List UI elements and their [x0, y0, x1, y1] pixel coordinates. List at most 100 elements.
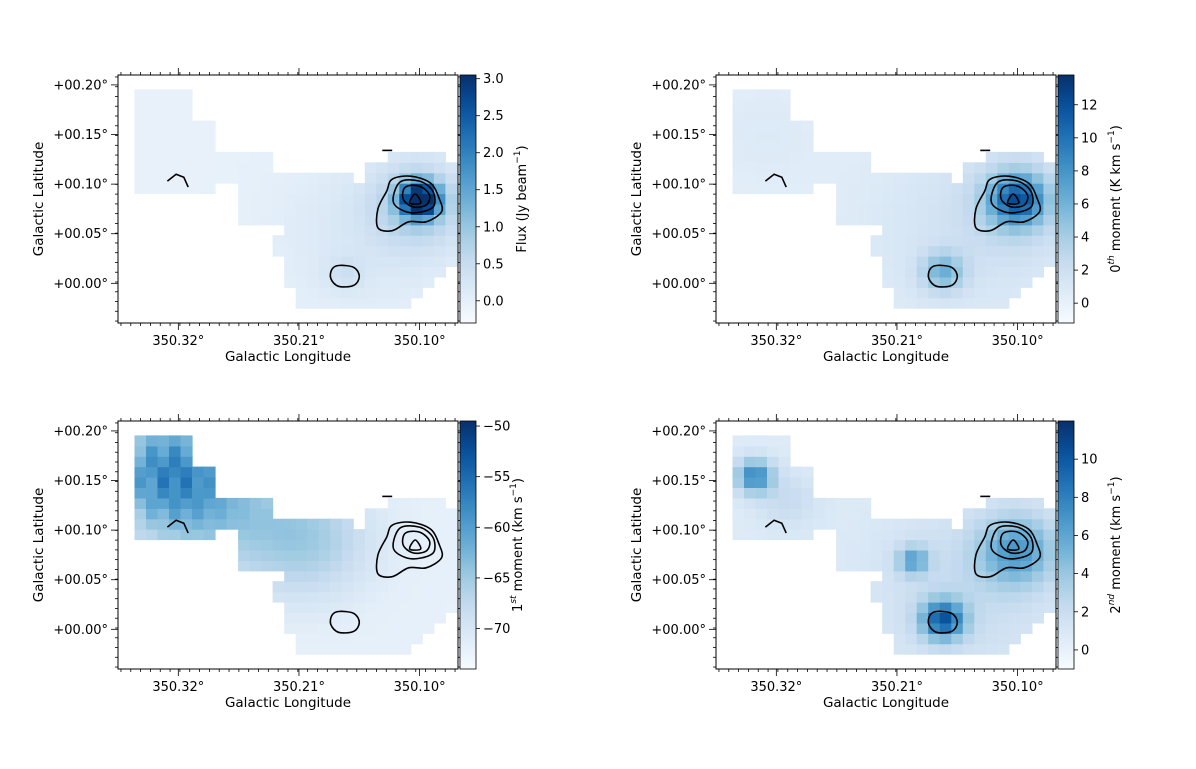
heatmap-cell	[1043, 183, 1056, 195]
heatmap-cell	[985, 622, 998, 634]
y-axis-label: Galactic Latitude	[629, 488, 645, 603]
heatmap-cell	[985, 550, 998, 561]
heatmap-cell	[387, 276, 400, 288]
heatmap-cell	[893, 214, 906, 226]
heatmap-cell	[997, 602, 1010, 613]
heatmap-cell	[134, 89, 147, 101]
heatmap-cell	[330, 214, 343, 226]
heatmap-cell	[169, 487, 182, 499]
heatmap-cell	[353, 204, 366, 215]
heatmap-cell	[951, 204, 964, 215]
heatmap-cell	[767, 183, 780, 195]
heatmap-cell	[1008, 602, 1021, 613]
heatmap-cell	[410, 235, 423, 247]
heatmap-cell	[353, 633, 366, 645]
heatmap-cell	[318, 266, 331, 278]
heatmap-cell	[376, 612, 389, 624]
heatmap-cell	[341, 570, 354, 582]
heatmap-cell	[445, 570, 458, 582]
heatmap-cell	[284, 550, 297, 561]
heatmap-cell	[801, 518, 814, 530]
heatmap-cell	[134, 456, 147, 468]
heatmap-cell	[859, 214, 872, 226]
heatmap-cell	[962, 297, 975, 309]
heatmap-cell	[882, 276, 895, 288]
heatmap-cell	[353, 266, 366, 278]
heatmap-cell	[399, 214, 412, 226]
heatmap-cell	[330, 235, 343, 247]
heatmap-cell	[1020, 245, 1033, 257]
heatmap-cell	[422, 245, 435, 257]
contour-line	[764, 519, 787, 534]
heatmap-cell	[364, 581, 377, 593]
heatmap-cell	[997, 256, 1010, 267]
heatmap-cell	[433, 581, 446, 593]
heatmap-cell	[744, 445, 757, 457]
heatmap-cell	[1031, 570, 1044, 582]
heatmap-cell	[318, 183, 331, 195]
colorbar-tick-label: −60	[483, 521, 510, 536]
heatmap-cell	[295, 193, 308, 205]
heatmap-cell	[295, 235, 308, 247]
heatmap-cell	[180, 466, 193, 478]
heatmap-cell	[272, 560, 285, 572]
heatmap-cell	[399, 276, 412, 288]
heatmap-cell	[985, 612, 998, 624]
heatmap-cell	[1031, 162, 1044, 174]
heatmap-cell	[249, 204, 262, 215]
heatmap-cell	[157, 151, 170, 163]
heatmap-cell	[295, 550, 308, 561]
heatmap-cell	[330, 539, 343, 551]
heatmap-cell	[180, 172, 193, 184]
heatmap-cell	[261, 193, 274, 205]
heatmap-cell	[399, 204, 412, 215]
heatmap-cell	[307, 297, 320, 309]
heatmap-cell	[330, 276, 343, 288]
heatmap-cell	[284, 256, 297, 267]
heatmap-cell	[997, 214, 1010, 226]
heatmap-cell	[939, 633, 952, 645]
heatmap-cell	[180, 477, 193, 488]
heatmap-cell	[778, 466, 791, 478]
heatmap-cell	[433, 591, 446, 603]
heatmap-cell	[985, 235, 998, 247]
heatmap-cell	[341, 612, 354, 624]
heatmap-cell	[755, 99, 768, 111]
heatmap-cell	[180, 131, 193, 142]
heatmap-cell	[330, 643, 343, 655]
heatmap-cell	[997, 591, 1010, 603]
heatmap-cell	[433, 612, 446, 624]
heatmap-cell	[1043, 591, 1056, 603]
heatmap-cell	[157, 477, 170, 488]
heatmap-cell	[261, 204, 274, 215]
heatmap-cell	[755, 172, 768, 184]
contour-line	[392, 179, 436, 214]
heatmap-cell	[893, 633, 906, 645]
heatmap-cell	[744, 477, 757, 488]
heatmap-cell	[778, 110, 791, 122]
heatmap-cell	[744, 141, 757, 153]
y-axis-label: Galactic Latitude	[629, 142, 645, 257]
heatmap-cell	[157, 435, 170, 447]
heatmap-cell	[847, 193, 860, 205]
heatmap-cell	[893, 622, 906, 634]
y-axis-label: Galactic Latitude	[31, 142, 47, 257]
heatmap-cell	[985, 204, 998, 215]
heatmap-cell	[974, 529, 987, 541]
heatmap-cell	[295, 570, 308, 582]
heatmap-cell	[893, 560, 906, 572]
y-tick-label: +00.15°	[651, 128, 706, 143]
heatmap-cell	[203, 162, 216, 174]
heatmap-cell	[1031, 172, 1044, 184]
heatmap-cell	[410, 581, 423, 593]
heatmap-cell	[916, 622, 929, 634]
heatmap-cell	[422, 570, 435, 582]
heatmap-cell	[364, 633, 377, 645]
heatmap-cell	[1008, 276, 1021, 288]
colorbar-tick-label: 6	[1081, 197, 1089, 212]
heatmap-cell	[261, 183, 274, 195]
heatmap-cell	[882, 172, 895, 184]
heatmap-cell	[893, 550, 906, 561]
heatmap-cell	[790, 518, 803, 530]
heatmap-cell	[1043, 235, 1056, 247]
